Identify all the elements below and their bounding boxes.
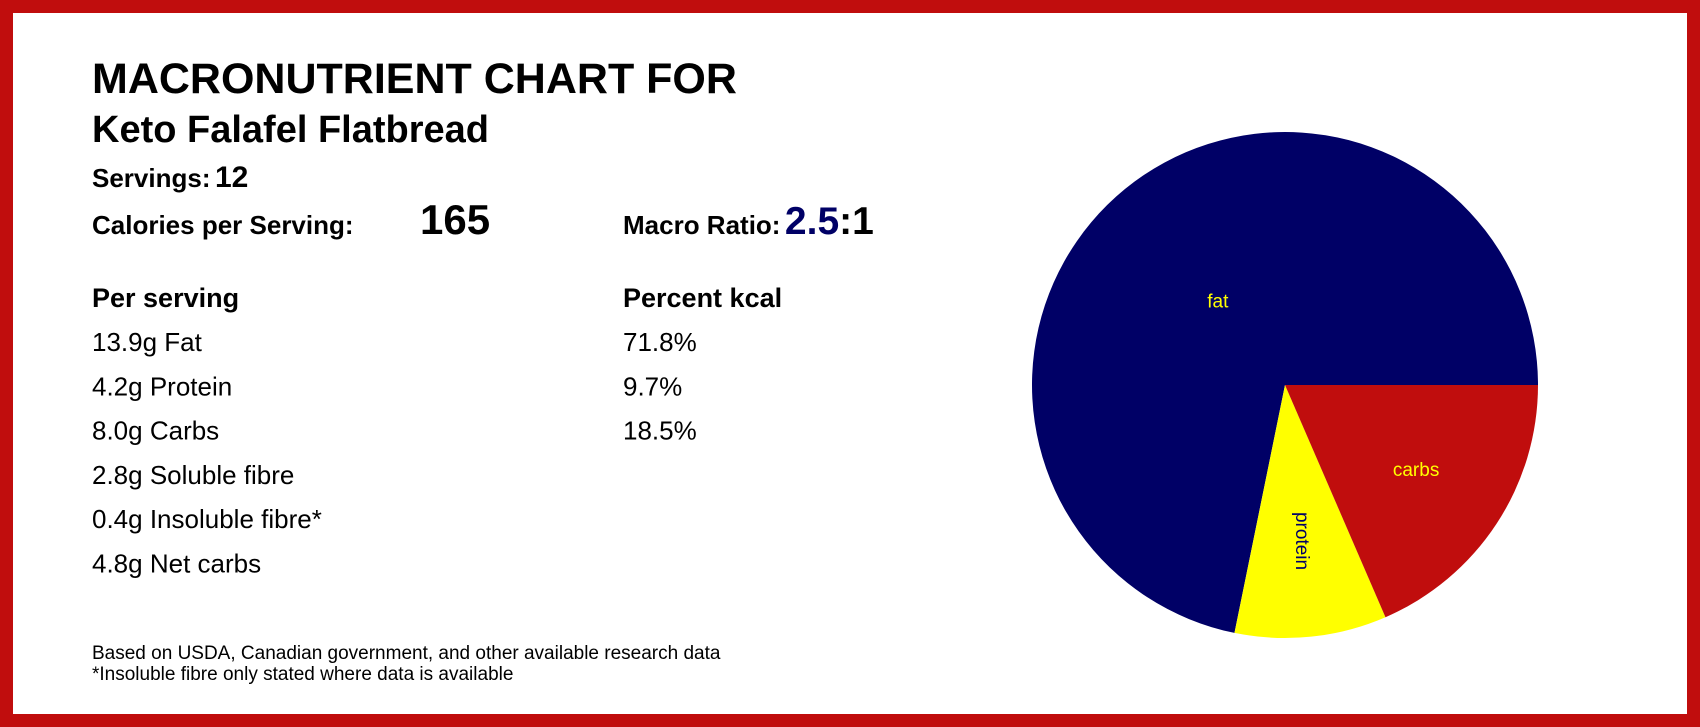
pie-slice bbox=[1285, 385, 1538, 618]
percent-value: 18.5% bbox=[623, 416, 697, 446]
nutrient-rows: 13.9g Fat 4.2g Protein 8.0g Carbs 2.8g Solu… bbox=[92, 327, 697, 579]
slice-label: protein bbox=[1291, 512, 1312, 570]
per-serving-heading: Per serving bbox=[92, 283, 239, 313]
servings-value: 12 bbox=[215, 161, 248, 194]
nutrient-item: 4.8g Net carbs bbox=[92, 549, 261, 579]
macro-ratio-suffix: :1 bbox=[839, 200, 874, 243]
nutrient-item: 2.8g Soluble fibre bbox=[92, 460, 294, 490]
nutrient-item: 13.9g Fat bbox=[92, 327, 203, 357]
servings: Servings: 12 bbox=[92, 161, 248, 194]
pie-slice bbox=[1032, 132, 1538, 633]
macro-ratio: Macro Ratio: 2.5:1 bbox=[623, 200, 874, 243]
pie-slice bbox=[1234, 385, 1386, 638]
footnote: Based on USDA, Canadian government, and … bbox=[92, 643, 721, 664]
calories-label: Calories per Serving: bbox=[92, 210, 354, 240]
nutrient-item: 4.2g Protein bbox=[92, 371, 232, 401]
slice-label: carbs bbox=[1393, 460, 1439, 481]
slice-label: fat bbox=[1207, 292, 1229, 313]
nutrient-item: 8.0g Carbs bbox=[92, 416, 219, 446]
macro-ratio-label: Macro Ratio: bbox=[623, 210, 780, 240]
title: MACRONUTRIENT CHART FOR bbox=[92, 55, 737, 103]
macro-ratio-value: 2.5 bbox=[785, 200, 839, 243]
percent-value: 9.7% bbox=[623, 371, 682, 401]
percent-heading: Percent kcal bbox=[623, 283, 782, 313]
pie-chart: fat protein carbs bbox=[1032, 132, 1538, 638]
nutrient-item: 0.4g Insoluble fibre* bbox=[92, 504, 322, 534]
calories-value: 165 bbox=[420, 196, 490, 243]
percent-value: 71.8% bbox=[623, 327, 697, 357]
subtitle: Keto Falafel Flatbread bbox=[92, 109, 489, 151]
footnote: *Insoluble fibre only stated where data … bbox=[92, 664, 513, 685]
servings-label: Servings: bbox=[92, 163, 211, 193]
